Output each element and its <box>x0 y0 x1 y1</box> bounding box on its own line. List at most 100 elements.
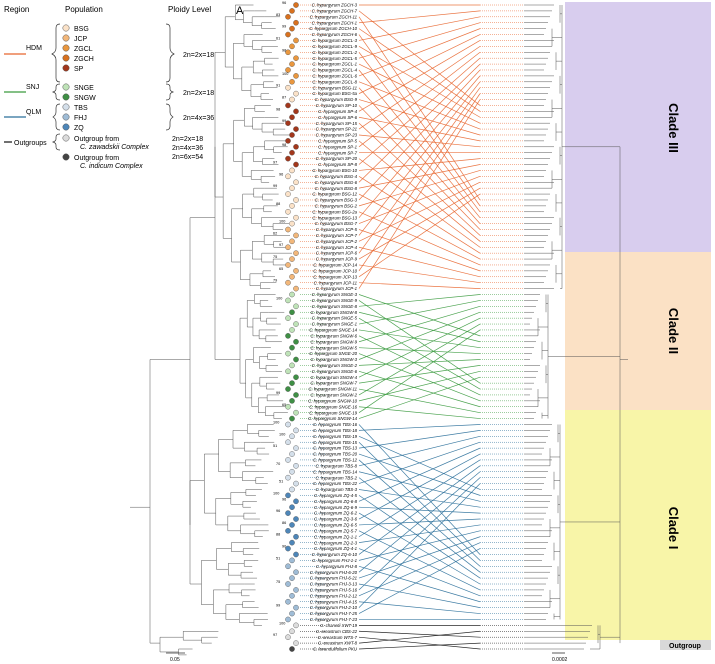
tip-dot <box>285 49 291 56</box>
tip-dot <box>293 197 299 203</box>
legend-dot-zgch <box>62 54 70 62</box>
connector-line <box>358 46 481 130</box>
connector-line <box>358 406 481 419</box>
taxon-label: C. hypargyrum SNGE-5 <box>312 316 358 321</box>
outgroup-box <box>660 640 711 650</box>
taxon-label: C. hypargyrum SP-6 <box>318 115 358 120</box>
legend-dot-jcp <box>62 34 70 42</box>
taxon-label: C. hypargyrum ZGCH-11 <box>310 14 358 19</box>
legend-dot-fhj <box>62 113 70 121</box>
tip-dot <box>293 533 299 540</box>
connector-line <box>358 16 481 41</box>
legend-ploidy-qlm: 2n=4x=36 <box>183 115 214 122</box>
taxon-label: C. hypargyrum SNGE-19 <box>309 410 357 415</box>
tip-dot <box>289 25 295 32</box>
tip-dot <box>285 102 291 109</box>
tip-dot <box>293 90 299 97</box>
tip-dot <box>285 563 291 570</box>
legend-pop-out-i-2: C. indicum Complex <box>80 163 143 170</box>
tip-dot <box>293 356 299 363</box>
legend-region-outgroups: Outgroups <box>14 140 47 147</box>
taxon-label: C. hypargyrum BSG-11 <box>313 85 358 90</box>
bootstrap-value: 100 <box>279 621 285 625</box>
tip-dot <box>289 380 295 386</box>
legend-brace-qlm <box>52 103 61 131</box>
tip-dot <box>293 73 299 79</box>
bootstrap-value: 97 <box>279 243 283 247</box>
tip-dot <box>293 480 299 487</box>
bootstrap-value: 100 <box>279 432 285 436</box>
tip-dot <box>285 279 291 286</box>
right-tree <box>480 4 628 650</box>
connector-line <box>358 10 481 106</box>
tip-dot <box>285 155 291 162</box>
taxon-label: C. hypargyrum ZGCH-10 <box>309 26 357 31</box>
tip-dot <box>289 415 295 422</box>
tip-dot <box>289 309 295 316</box>
connector-line <box>358 170 481 207</box>
tip-dot <box>285 138 291 144</box>
taxon-label: C. hypargyrum SNGW-11 <box>308 387 357 392</box>
taxon-label: C. hypargyrum ZQ-6-10 <box>312 552 358 557</box>
bootstrap-value: 96 <box>282 497 286 501</box>
bootstrap-value: 65 <box>279 267 283 271</box>
taxon-label: C. hypargyrum BSG-2a <box>312 209 357 214</box>
taxon-label: C. hypargyrum SNGW-9 <box>311 339 358 344</box>
legend-ploidy-out-3: 2n=6x=54 <box>172 154 203 161</box>
taxon-label: C. hypargyrum SP-8 <box>318 162 358 167</box>
tip-dot <box>285 528 291 534</box>
connector-line <box>358 134 481 148</box>
connector-line <box>358 642 481 650</box>
taxon-label: C. hypargyrum JCP-11 <box>314 280 358 285</box>
taxon-label: C. hypargyrum ZGCL-5 <box>312 56 357 61</box>
taxon-label: C. hypargyrum SP-15 <box>316 121 358 126</box>
legend-brace-hdm <box>51 23 61 83</box>
connector-line <box>358 87 481 254</box>
taxon-label: C. hypargyrum BSG-8 <box>315 186 358 191</box>
connector-line <box>358 370 481 408</box>
tip-dot <box>289 557 295 564</box>
bootstrap-value: 91 <box>276 84 280 88</box>
legend-dot-tbs <box>62 103 70 111</box>
taxon-label: C. oreastrum WTS-7 <box>318 635 358 640</box>
bootstrap-value: 61 <box>276 36 280 40</box>
connector-line <box>358 158 481 248</box>
tip-dot <box>289 593 295 599</box>
taxon-label: C. hypargyrum FHJ-2-12 <box>310 593 358 598</box>
clade-ii-label: Clade II <box>666 308 681 354</box>
tip-dot <box>293 392 299 398</box>
taxon-label: C. hypargyrum SNGE-2 <box>312 363 358 368</box>
connector-line <box>358 105 481 230</box>
tip-dot <box>289 646 295 652</box>
bootstrap-value: 100 <box>279 220 285 224</box>
legend-dot-zq <box>62 123 70 131</box>
bootstrap-value: 96 <box>276 509 280 513</box>
tip-dot <box>285 474 291 481</box>
taxon-label: C. hypargyrum ZGCL-9 <box>312 44 357 49</box>
legend-dot-sp <box>62 64 70 72</box>
tip-dot <box>289 575 295 581</box>
tip-dot <box>289 433 295 440</box>
bootstrap-value: 97 <box>273 161 277 165</box>
legend-header-ploidy: Ploidy Level <box>168 5 211 14</box>
taxon-label: C. hypargyrum ZQ-6-5 <box>314 523 358 528</box>
connector-line <box>358 40 481 112</box>
tip-dot <box>285 84 291 91</box>
taxon-label: C. hypargyrum FHJ-3-13 <box>310 582 358 587</box>
connector-line <box>358 329 481 413</box>
taxon-label: C. hypargyrum FHJ-6-20 <box>310 570 358 575</box>
tip-dot <box>285 581 291 587</box>
connector-line <box>358 75 481 218</box>
taxon-label: C. hypargyrum ZGCL-1 <box>312 62 357 67</box>
taxon-label: C. hypargyrum TBS-12 <box>313 458 358 463</box>
legend-pop-bsg: BSG <box>74 26 89 33</box>
tip-dot <box>293 55 299 61</box>
tip-dot <box>293 285 299 292</box>
connector-line <box>358 246 481 278</box>
tip-dot <box>293 427 299 434</box>
connector-line <box>358 548 481 614</box>
bootstrap-value: 79 <box>273 279 277 283</box>
legend-header-region: Region <box>4 5 29 14</box>
tip-dot <box>285 14 291 20</box>
taxon-label: C. hypargyrum FHJ-1-1 <box>312 558 357 563</box>
